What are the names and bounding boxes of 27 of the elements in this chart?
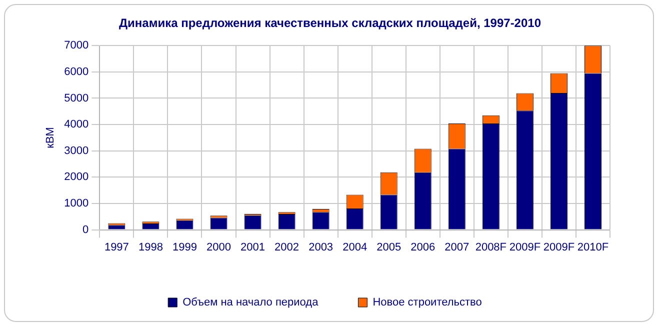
x-tick-label: 2006: [410, 241, 436, 254]
x-tick-label: 1999: [172, 241, 197, 254]
chart-title: Динамика предложения качественных складских площадей, 1997-2010: [118, 16, 542, 30]
x-tick-label: 2007: [444, 241, 470, 254]
legend-label: Объем на начало периода: [182, 296, 320, 309]
x-tick-label: 2009F: [543, 241, 575, 254]
x-tick-label: 2005: [376, 241, 402, 254]
y-tick-label: 2000: [64, 171, 89, 184]
y-tick-label: 6000: [64, 66, 89, 78]
x-tick-label: 2008F: [475, 241, 507, 254]
x-tick-label: 2004: [342, 241, 368, 254]
x-tick-label: 2003: [308, 241, 334, 254]
y-tick-label: 3000: [64, 144, 89, 157]
x-tick-label: 1997: [104, 241, 129, 254]
x-tick-label: 2010F: [577, 241, 609, 254]
x-tick-label: 2009F: [509, 241, 541, 254]
y-tick-label: 7000: [64, 40, 89, 52]
x-tick-label: 2000: [206, 241, 231, 254]
x-tick-label: 2002: [274, 241, 300, 254]
y-tick-label: 4000: [64, 118, 89, 131]
legend-label: Новое строительство: [372, 296, 482, 309]
y-axis-title: кВМ: [44, 127, 57, 148]
y-tick-label: 5000: [64, 92, 89, 104]
x-tick-label: 1998: [138, 241, 163, 254]
x-tick-label: 2001: [240, 241, 266, 254]
y-tick-label: 0: [82, 224, 89, 236]
y-tick-label: 1000: [64, 198, 89, 210]
